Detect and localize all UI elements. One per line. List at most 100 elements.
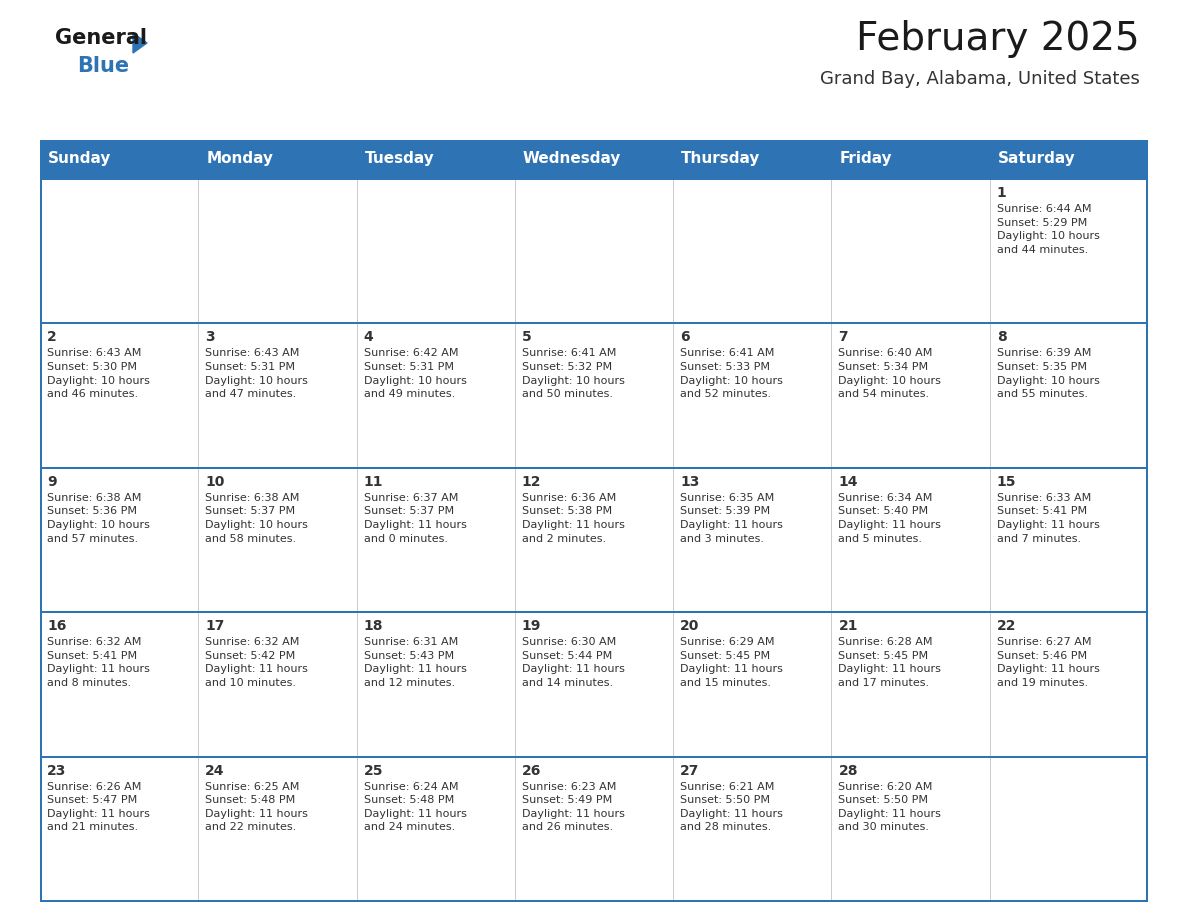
Text: 12: 12 (522, 475, 542, 488)
Bar (832, 611, 990, 756)
Text: Sunrise: 6:20 AM
Sunset: 5:50 PM
Daylight: 11 hours
and 30 minutes.: Sunrise: 6:20 AM Sunset: 5:50 PM Dayligh… (839, 781, 941, 833)
Bar (832, 466, 990, 611)
Text: 19: 19 (522, 620, 542, 633)
Text: 17: 17 (206, 620, 225, 633)
Text: Sunrise: 6:26 AM
Sunset: 5:47 PM
Daylight: 11 hours
and 21 minutes.: Sunrise: 6:26 AM Sunset: 5:47 PM Dayligh… (48, 781, 150, 833)
Text: 27: 27 (681, 764, 700, 778)
Bar (40, 178, 1148, 180)
Text: Sunrise: 6:36 AM
Sunset: 5:38 PM
Daylight: 11 hours
and 2 minutes.: Sunrise: 6:36 AM Sunset: 5:38 PM Dayligh… (522, 493, 625, 543)
Text: 11: 11 (364, 475, 383, 488)
Text: Wednesday: Wednesday (523, 151, 621, 166)
Text: Saturday: Saturday (998, 151, 1075, 166)
Bar (356, 756, 514, 900)
Text: Sunrise: 6:43 AM
Sunset: 5:31 PM
Daylight: 10 hours
and 47 minutes.: Sunrise: 6:43 AM Sunset: 5:31 PM Dayligh… (206, 349, 308, 399)
Text: 1: 1 (997, 186, 1006, 200)
Bar (356, 178, 514, 322)
Text: Sunrise: 6:29 AM
Sunset: 5:45 PM
Daylight: 11 hours
and 15 minutes.: Sunrise: 6:29 AM Sunset: 5:45 PM Dayligh… (681, 637, 783, 688)
Text: Sunrise: 6:24 AM
Sunset: 5:48 PM
Daylight: 11 hours
and 24 minutes.: Sunrise: 6:24 AM Sunset: 5:48 PM Dayligh… (364, 781, 467, 833)
Text: Blue: Blue (77, 56, 129, 76)
Text: Tuesday: Tuesday (365, 151, 435, 166)
Text: Sunrise: 6:32 AM
Sunset: 5:42 PM
Daylight: 11 hours
and 10 minutes.: Sunrise: 6:32 AM Sunset: 5:42 PM Dayligh… (206, 637, 308, 688)
Bar (514, 322, 674, 466)
Text: Sunrise: 6:44 AM
Sunset: 5:29 PM
Daylight: 10 hours
and 44 minutes.: Sunrise: 6:44 AM Sunset: 5:29 PM Dayligh… (997, 204, 1100, 255)
Text: 14: 14 (839, 475, 858, 488)
Bar (40, 466, 1148, 469)
Text: 13: 13 (681, 475, 700, 488)
Text: 20: 20 (681, 620, 700, 633)
Text: 4: 4 (364, 330, 373, 344)
Text: 26: 26 (522, 764, 542, 778)
Bar (198, 178, 356, 322)
Text: General: General (55, 28, 147, 48)
Bar (832, 322, 990, 466)
Bar (514, 466, 674, 611)
Bar (198, 756, 356, 900)
Text: February 2025: February 2025 (857, 20, 1140, 58)
Text: Sunrise: 6:43 AM
Sunset: 5:30 PM
Daylight: 10 hours
and 46 minutes.: Sunrise: 6:43 AM Sunset: 5:30 PM Dayligh… (48, 349, 150, 399)
Text: Sunrise: 6:42 AM
Sunset: 5:31 PM
Daylight: 10 hours
and 49 minutes.: Sunrise: 6:42 AM Sunset: 5:31 PM Dayligh… (364, 349, 467, 399)
Bar (990, 611, 1148, 756)
Bar (40, 900, 1148, 902)
Bar (40, 611, 198, 756)
Bar (1146, 140, 1148, 900)
Text: Sunrise: 6:40 AM
Sunset: 5:34 PM
Daylight: 10 hours
and 54 minutes.: Sunrise: 6:40 AM Sunset: 5:34 PM Dayligh… (839, 349, 941, 399)
Text: 9: 9 (48, 475, 57, 488)
Bar (40, 756, 198, 900)
Text: 2: 2 (48, 330, 57, 344)
Bar (40, 140, 1148, 178)
Bar (674, 178, 832, 322)
Bar (198, 322, 356, 466)
Text: 25: 25 (364, 764, 383, 778)
Polygon shape (133, 33, 147, 53)
Text: Sunrise: 6:39 AM
Sunset: 5:35 PM
Daylight: 10 hours
and 55 minutes.: Sunrise: 6:39 AM Sunset: 5:35 PM Dayligh… (997, 349, 1100, 399)
Bar (40, 178, 198, 322)
Bar (356, 322, 514, 466)
Text: 8: 8 (997, 330, 1006, 344)
Text: Sunrise: 6:32 AM
Sunset: 5:41 PM
Daylight: 11 hours
and 8 minutes.: Sunrise: 6:32 AM Sunset: 5:41 PM Dayligh… (48, 637, 150, 688)
Text: Sunrise: 6:35 AM
Sunset: 5:39 PM
Daylight: 11 hours
and 3 minutes.: Sunrise: 6:35 AM Sunset: 5:39 PM Dayligh… (681, 493, 783, 543)
Text: Thursday: Thursday (681, 151, 760, 166)
Text: Friday: Friday (840, 151, 892, 166)
Bar (674, 611, 832, 756)
Text: 21: 21 (839, 620, 858, 633)
Text: 18: 18 (364, 620, 383, 633)
Bar (198, 466, 356, 611)
Text: Sunrise: 6:28 AM
Sunset: 5:45 PM
Daylight: 11 hours
and 17 minutes.: Sunrise: 6:28 AM Sunset: 5:45 PM Dayligh… (839, 637, 941, 688)
Text: 24: 24 (206, 764, 225, 778)
Text: Monday: Monday (207, 151, 273, 166)
Bar (40, 756, 1148, 757)
Bar (514, 611, 674, 756)
Text: Sunrise: 6:25 AM
Sunset: 5:48 PM
Daylight: 11 hours
and 22 minutes.: Sunrise: 6:25 AM Sunset: 5:48 PM Dayligh… (206, 781, 308, 833)
Bar (356, 611, 514, 756)
Bar (356, 466, 514, 611)
Text: 6: 6 (681, 330, 690, 344)
Bar (674, 322, 832, 466)
Bar (514, 756, 674, 900)
Text: 7: 7 (839, 330, 848, 344)
Bar (990, 322, 1148, 466)
Bar (674, 466, 832, 611)
Text: 22: 22 (997, 620, 1016, 633)
Text: 16: 16 (48, 620, 67, 633)
Text: Grand Bay, Alabama, United States: Grand Bay, Alabama, United States (820, 70, 1140, 88)
Bar (40, 466, 198, 611)
Bar (990, 466, 1148, 611)
Bar (514, 178, 674, 322)
Bar (832, 178, 990, 322)
Text: 3: 3 (206, 330, 215, 344)
Text: 28: 28 (839, 764, 858, 778)
Text: Sunrise: 6:21 AM
Sunset: 5:50 PM
Daylight: 11 hours
and 28 minutes.: Sunrise: 6:21 AM Sunset: 5:50 PM Dayligh… (681, 781, 783, 833)
Text: Sunrise: 6:38 AM
Sunset: 5:36 PM
Daylight: 10 hours
and 57 minutes.: Sunrise: 6:38 AM Sunset: 5:36 PM Dayligh… (48, 493, 150, 543)
Text: 15: 15 (997, 475, 1016, 488)
Text: Sunrise: 6:41 AM
Sunset: 5:33 PM
Daylight: 10 hours
and 52 minutes.: Sunrise: 6:41 AM Sunset: 5:33 PM Dayligh… (681, 349, 783, 399)
Text: Sunday: Sunday (48, 151, 112, 166)
Text: 23: 23 (48, 764, 67, 778)
Text: Sunrise: 6:34 AM
Sunset: 5:40 PM
Daylight: 11 hours
and 5 minutes.: Sunrise: 6:34 AM Sunset: 5:40 PM Dayligh… (839, 493, 941, 543)
Text: 5: 5 (522, 330, 531, 344)
Bar (990, 178, 1148, 322)
Bar (674, 756, 832, 900)
Text: Sunrise: 6:30 AM
Sunset: 5:44 PM
Daylight: 11 hours
and 14 minutes.: Sunrise: 6:30 AM Sunset: 5:44 PM Dayligh… (522, 637, 625, 688)
Text: Sunrise: 6:23 AM
Sunset: 5:49 PM
Daylight: 11 hours
and 26 minutes.: Sunrise: 6:23 AM Sunset: 5:49 PM Dayligh… (522, 781, 625, 833)
Text: Sunrise: 6:31 AM
Sunset: 5:43 PM
Daylight: 11 hours
and 12 minutes.: Sunrise: 6:31 AM Sunset: 5:43 PM Dayligh… (364, 637, 467, 688)
Text: Sunrise: 6:27 AM
Sunset: 5:46 PM
Daylight: 11 hours
and 19 minutes.: Sunrise: 6:27 AM Sunset: 5:46 PM Dayligh… (997, 637, 1100, 688)
